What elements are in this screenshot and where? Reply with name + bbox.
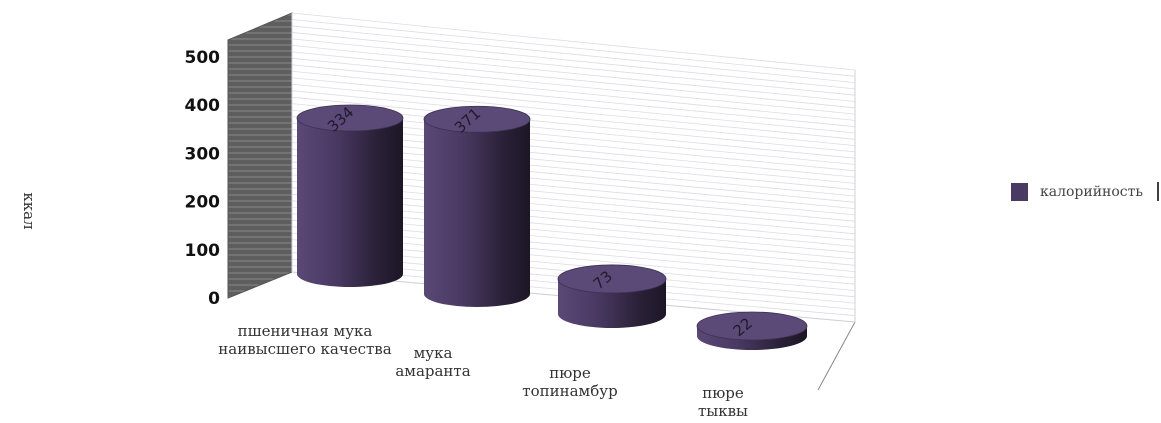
y-tick-label: 200 xyxy=(185,193,221,213)
category-label: пюре тыквы xyxy=(698,384,748,420)
grid-line xyxy=(291,83,856,140)
grid-line xyxy=(291,12,856,71)
bar-top xyxy=(296,104,404,132)
bar: 22 xyxy=(696,311,808,350)
grid-line xyxy=(291,57,856,115)
bars: 334 371 73 22 xyxy=(296,103,808,350)
grid-line xyxy=(291,51,856,109)
bar-top xyxy=(557,264,667,294)
y-axis-label: ккал xyxy=(20,192,38,229)
grid-line xyxy=(291,25,856,83)
floor-front-edge xyxy=(817,321,856,391)
y-tick-label: 400 xyxy=(185,96,221,116)
category-labels: пшеничная мука наивысшего качества мука ама… xyxy=(218,322,748,420)
bar-top xyxy=(423,105,531,133)
y-tick-label: 500 xyxy=(185,48,221,68)
grid-line xyxy=(291,44,856,102)
side-wall xyxy=(227,12,293,299)
bar-top xyxy=(696,311,808,341)
category-label: пюре топинамбур xyxy=(522,364,617,400)
category-label: пшеничная мука наивысшего качества xyxy=(218,322,391,358)
y-tick-label: 100 xyxy=(185,241,221,261)
bar: 73 xyxy=(557,264,667,328)
grid-line xyxy=(291,90,856,146)
bar-body xyxy=(297,118,403,287)
grid-line xyxy=(291,32,856,90)
legend-swatch xyxy=(1011,183,1028,201)
y-tick-label: 300 xyxy=(185,144,221,164)
grid-line xyxy=(291,64,856,121)
bar: 371 xyxy=(423,104,531,307)
grid-line xyxy=(291,77,856,134)
grid-line xyxy=(291,96,856,153)
y-tick-label: 0 xyxy=(208,289,220,309)
category-label: мука амаранта xyxy=(395,344,470,380)
grid-line xyxy=(291,70,856,128)
y-axis-ticks: 0 100 200 300 400 500 xyxy=(185,48,221,309)
bar: 334 xyxy=(296,103,404,287)
grid-line xyxy=(291,38,856,96)
bar-body xyxy=(424,119,530,307)
grid-line xyxy=(291,19,856,77)
legend: калорийность xyxy=(1011,182,1159,201)
legend-label: калорийность xyxy=(1040,184,1143,200)
